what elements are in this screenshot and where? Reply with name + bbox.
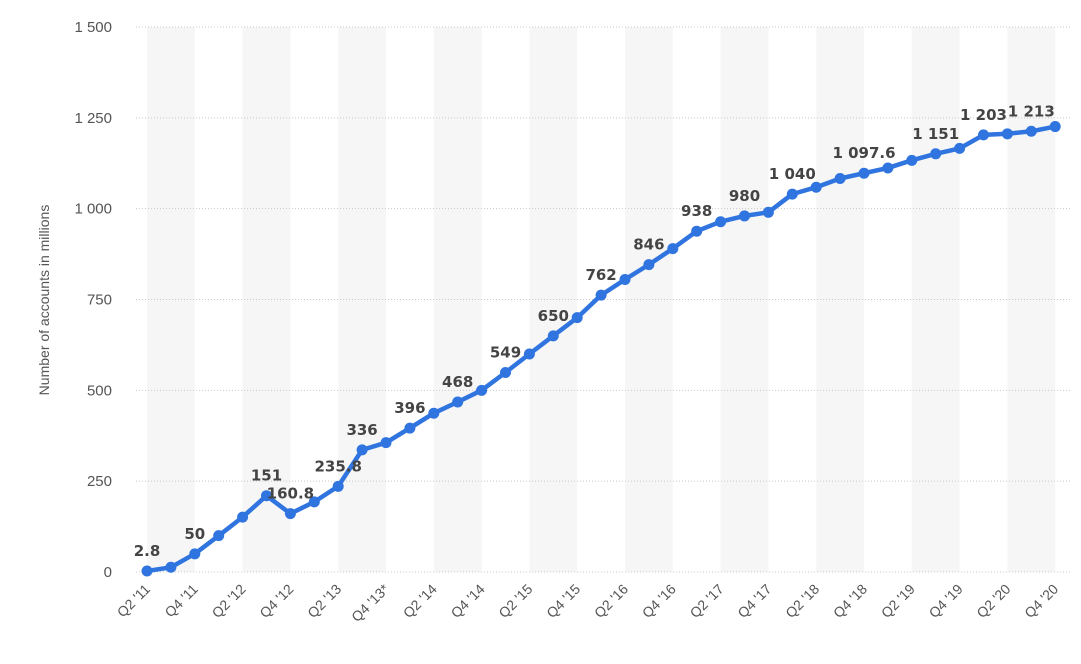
data-point xyxy=(858,167,870,179)
column-band xyxy=(625,27,673,572)
x-tick-label: Q2 '19 xyxy=(878,581,918,621)
data-point xyxy=(619,274,631,286)
data-point xyxy=(237,511,249,523)
x-tick-label: Q2 '11 xyxy=(114,581,154,621)
x-tick-label: Q4 '15 xyxy=(543,581,583,621)
x-tick-label: Q4 '13* xyxy=(348,580,392,624)
y-tick-label: 750 xyxy=(87,292,112,309)
data-label: 1 097.6 xyxy=(832,144,895,162)
data-label: 1 203 xyxy=(960,106,1007,124)
data-label: 50 xyxy=(184,525,205,543)
data-point xyxy=(189,548,201,560)
x-tick-label: Q2 '15 xyxy=(495,581,535,621)
data-point xyxy=(571,312,583,324)
y-axis-label: Number of accounts in millions xyxy=(36,205,52,396)
data-label: 549 xyxy=(490,344,521,362)
data-label: 762 xyxy=(585,266,616,284)
data-point xyxy=(452,396,464,408)
data-point xyxy=(1025,125,1037,137)
data-label: 2.8 xyxy=(134,542,161,560)
data-point xyxy=(428,407,440,419)
data-point xyxy=(523,348,535,360)
data-point xyxy=(1049,121,1061,133)
data-point xyxy=(165,561,177,573)
data-point xyxy=(476,384,488,396)
data-label: 846 xyxy=(633,236,664,254)
data-label: 980 xyxy=(729,187,760,205)
data-point xyxy=(762,206,774,218)
y-tick-label: 1 500 xyxy=(74,19,112,36)
x-tick-label: Q2 '17 xyxy=(687,581,727,621)
x-axis-ticks: Q2 '11 Q4 '11 Q2 '12 Q4 '12 Q2 '13 Q4 '13* Q2 … xyxy=(114,580,1062,624)
data-label: 468 xyxy=(442,373,473,391)
x-tick-label: Q2 '16 xyxy=(591,581,631,621)
x-tick-label: Q2 '13 xyxy=(304,581,344,621)
data-point xyxy=(1001,128,1013,140)
data-point xyxy=(691,225,703,237)
data-label: 1 213 xyxy=(1008,102,1055,120)
data-point xyxy=(500,367,511,379)
x-tick-label: Q4 '20 xyxy=(1021,581,1061,621)
x-tick-label: Q2 '14 xyxy=(400,581,440,621)
data-point xyxy=(930,148,942,160)
data-point xyxy=(308,496,320,508)
data-point xyxy=(834,173,846,185)
data-label: 938 xyxy=(681,202,712,220)
data-label: 235.8 xyxy=(314,457,361,475)
data-point xyxy=(954,142,966,154)
data-point xyxy=(380,437,392,449)
data-label: 1 151 xyxy=(912,125,959,143)
x-tick-label: Q4 '19 xyxy=(926,581,966,621)
data-point xyxy=(882,162,894,174)
data-label: 336 xyxy=(346,421,377,439)
data-point xyxy=(356,444,368,456)
data-point xyxy=(667,243,679,255)
y-axis-ticks: 0 250 500 750 1 000 1 250 1 500 xyxy=(74,19,112,581)
data-point xyxy=(404,422,416,434)
data-label: 151 xyxy=(251,467,282,485)
data-label: 160.8 xyxy=(267,485,314,503)
x-tick-label: Q2 '18 xyxy=(782,581,822,621)
data-point xyxy=(978,129,989,141)
data-label: 396 xyxy=(394,399,425,417)
y-tick-label: 250 xyxy=(87,473,112,490)
x-tick-label: Q2 '20 xyxy=(973,581,1013,621)
x-tick-label: Q4 '11 xyxy=(161,581,201,621)
data-point xyxy=(284,508,296,520)
data-point xyxy=(810,181,822,193)
data-label: 650 xyxy=(538,307,569,325)
y-tick-label: 0 xyxy=(104,564,112,581)
data-point xyxy=(332,480,344,492)
x-tick-label: Q2 '12 xyxy=(209,581,249,621)
data-point xyxy=(739,210,750,222)
data-point xyxy=(643,259,655,271)
x-tick-label: Q4 '16 xyxy=(639,581,679,621)
y-tick-label: 1 250 xyxy=(74,110,112,127)
x-tick-label: Q4 '12 xyxy=(256,581,296,621)
data-points xyxy=(141,121,1061,577)
column-band xyxy=(338,27,386,572)
x-tick-label: Q4 '14 xyxy=(448,581,488,621)
data-point xyxy=(906,154,918,166)
data-point xyxy=(213,530,225,542)
y-tick-label: 500 xyxy=(87,382,112,399)
x-tick-label: Q4 '17 xyxy=(734,581,774,621)
data-point xyxy=(261,490,272,502)
data-point xyxy=(786,188,798,200)
data-point xyxy=(595,289,607,301)
data-point xyxy=(141,565,153,577)
data-point xyxy=(547,330,559,342)
x-tick-label: Q4 '18 xyxy=(830,581,870,621)
data-label: 1 040 xyxy=(769,165,816,183)
data-point xyxy=(715,216,727,228)
y-tick-label: 1 000 xyxy=(74,201,112,218)
